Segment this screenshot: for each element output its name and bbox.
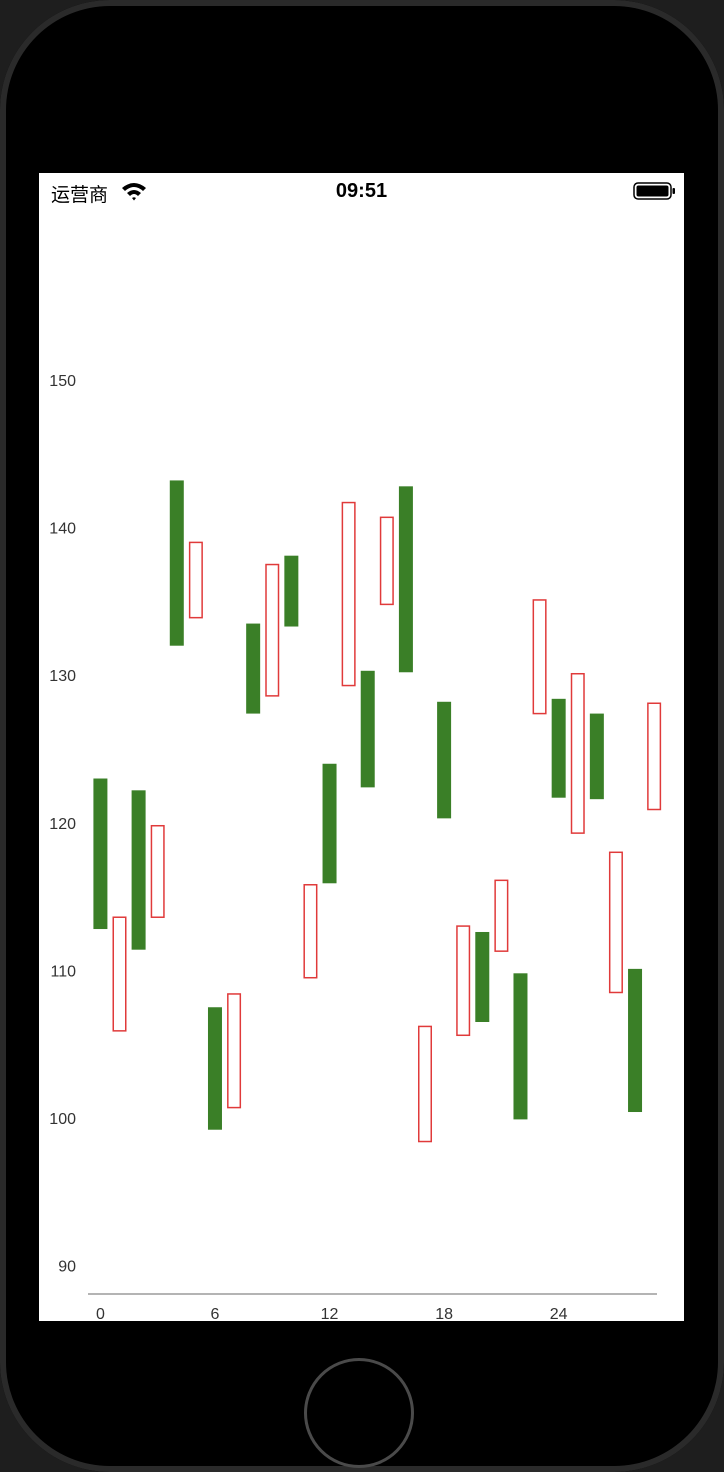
candle-bar-up [418,1025,433,1143]
candle-bar-up [188,541,203,619]
y-tick-label: 150 [49,373,76,390]
carrier-label: 运营商 [51,184,109,206]
y-tick-label: 140 [49,521,76,538]
candle-bar-down [322,763,337,884]
battery-full-icon [633,181,677,206]
candle-bar-down [437,701,452,819]
candle-bar-down [93,778,108,930]
candle-bar-up [570,672,585,834]
x-tick-label: 6 [211,1306,220,1321]
candle-bar-down [628,968,643,1113]
candle-bar-down [551,698,566,798]
x-tick-label: 18 [435,1306,453,1321]
candle-bar-down [589,713,604,800]
candle-bar-down [360,670,375,788]
x-tick-label: 12 [321,1306,339,1321]
candle-bar-up [456,925,471,1037]
app-screen: 运营商 09:51 90 100 110 120 130 140 150 0 6 12 18 24 [39,173,684,1321]
y-tick-label: 100 [49,1111,76,1128]
candle-bar-up [227,993,242,1109]
candle-bar-up [494,879,509,952]
candle-bar-down [398,486,413,673]
y-tick-label: 130 [49,668,76,685]
y-tick-label: 110 [50,963,76,980]
candle-bar-up [608,851,623,994]
y-tick-label: 90 [58,1258,76,1275]
candle-bar-down [475,931,490,1022]
candle-bar-up [303,884,318,979]
status-time: 09:51 [335,180,388,202]
candle-bar-down [207,1007,222,1130]
x-tick-label: 24 [550,1306,568,1321]
candle-bar-down [131,790,146,950]
candle-bar-up [532,599,547,715]
candle-bar-down [169,480,184,646]
candle-bar-up [341,501,356,687]
candle-bar-up [150,824,165,918]
home-button[interactable] [304,1358,414,1468]
candle-bar-up [112,916,127,1032]
candlestick-chart: 90 100 110 120 130 140 150 0 6 12 18 24 [49,373,662,1321]
candle-bar-down [246,623,261,714]
x-tick-label: 0 [96,1306,105,1321]
y-tick-label: 120 [49,816,76,833]
candle-bar-down [284,555,299,627]
status-bar: 运营商 09:51 [39,173,684,209]
candle-bar-up [265,563,280,697]
wifi-icon [121,181,147,206]
candle-bar-up [379,516,394,606]
candle-bar-down [513,973,528,1120]
candle-bar-up [647,702,662,811]
